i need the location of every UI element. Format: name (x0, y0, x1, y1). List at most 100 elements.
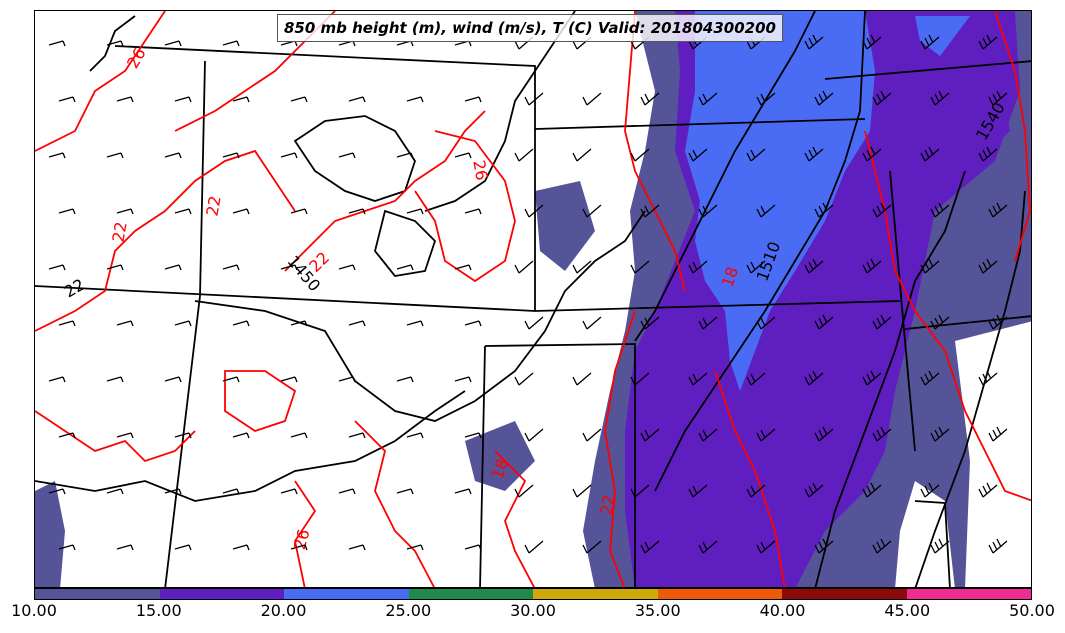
height-contour-4 (634, 11, 816, 342)
wind-barb (48, 40, 66, 47)
wind-barb (814, 538, 834, 554)
wind-barb (164, 40, 182, 47)
wind-barb (756, 428, 776, 442)
wind-shading (35, 11, 1031, 587)
wind-barb (48, 152, 66, 159)
wind-barb (222, 152, 240, 159)
wind-barb (464, 96, 482, 103)
wind-barb (524, 316, 544, 330)
wind-barb (804, 258, 824, 274)
wind-barb (572, 260, 592, 274)
wind-barb (396, 376, 414, 383)
wind-barb (58, 432, 76, 439)
height-contour-10 (374, 209, 437, 277)
wind-barb (804, 370, 824, 386)
wind-barb (232, 96, 250, 103)
wind-barb (338, 152, 356, 159)
temp-label-10: 22 (61, 275, 88, 302)
wind-barb (174, 96, 192, 103)
wind-barb (454, 152, 472, 159)
wind-barb (920, 146, 940, 162)
wind-barb (572, 148, 592, 162)
colorbar-segment-3 (408, 589, 533, 599)
wind-barb (698, 204, 718, 218)
temp-label-6: 22 (596, 493, 618, 516)
height-contour-5 (654, 11, 866, 492)
wind-barb (116, 432, 134, 439)
wind-barb (222, 264, 240, 271)
wind-barb (454, 264, 472, 271)
wind-barb (106, 152, 124, 159)
wind-barb (106, 264, 124, 271)
wind-barb (348, 544, 366, 551)
wind-barb (58, 544, 76, 551)
wind-barb (698, 540, 718, 554)
wind-barb (978, 482, 998, 498)
wind-barb (524, 428, 544, 442)
wind-barb (872, 538, 892, 554)
wind-barb (280, 488, 298, 495)
colorbar-segment-6 (782, 589, 907, 599)
state-border-1 (114, 45, 536, 311)
wind-barb (338, 264, 356, 271)
wind-band-white-patch-2 (955, 321, 1031, 587)
wind-barb (164, 264, 182, 271)
wind-barb (640, 428, 660, 442)
wind-barb (804, 34, 824, 50)
wind-barb (280, 376, 298, 383)
wind-barb (640, 204, 660, 218)
wind-barb (58, 96, 76, 103)
wind-barb (514, 484, 534, 498)
wind-barb (464, 544, 482, 551)
wind-barb (164, 376, 182, 383)
wind-barb (640, 316, 660, 330)
wind-barb (988, 426, 1008, 442)
wind-barb (48, 488, 66, 495)
colorbar-segment-0 (35, 589, 160, 599)
wind-barb (872, 426, 892, 442)
wind-barb (454, 488, 472, 495)
wind-barb (280, 152, 298, 159)
wind-barb (920, 34, 940, 50)
temperature-contour-1 (35, 11, 166, 152)
wind-barb (688, 372, 708, 386)
wind-barb (930, 90, 950, 106)
temp-label-2: 26 (290, 527, 314, 552)
wind-barb (338, 376, 356, 383)
wind-band-10-15-small-3 (535, 181, 595, 271)
wind-barb (116, 320, 134, 327)
wind-barb (688, 260, 708, 274)
wind-barb (348, 96, 366, 103)
wind-barb (524, 204, 544, 218)
wind-barb (746, 484, 766, 498)
wind-barb (572, 484, 592, 498)
wind-barb (280, 264, 298, 271)
temperature-contour-5 (414, 130, 516, 283)
wind-barb (290, 432, 308, 439)
wind-barb (406, 544, 424, 551)
height-contours (35, 11, 1026, 587)
wind-barb (106, 488, 124, 495)
colorbar-segment-1 (159, 589, 284, 599)
wind-barb (978, 34, 998, 50)
state-border-3 (35, 285, 901, 312)
wind-barb (640, 540, 660, 554)
wind-barb (746, 260, 766, 274)
temperature-contour-6 (624, 11, 686, 292)
temp-label-4: 22 (108, 220, 130, 243)
wind-barb (814, 90, 834, 106)
wind-barb (58, 208, 76, 215)
height-contour-1 (194, 210, 646, 422)
wind-barb (862, 258, 882, 274)
colorbar-segment-2 (284, 589, 409, 599)
wind-barb (232, 208, 250, 215)
wind-barb (222, 40, 240, 47)
wind-barb (756, 540, 776, 554)
wind-barb (756, 92, 776, 106)
wind-barb (630, 260, 650, 274)
wind-barb (58, 320, 76, 327)
colorbar-tick-label: 40.00 (759, 601, 806, 620)
wind-barb (746, 372, 766, 386)
height-contour-3 (424, 11, 576, 212)
wind-barb (454, 376, 472, 383)
